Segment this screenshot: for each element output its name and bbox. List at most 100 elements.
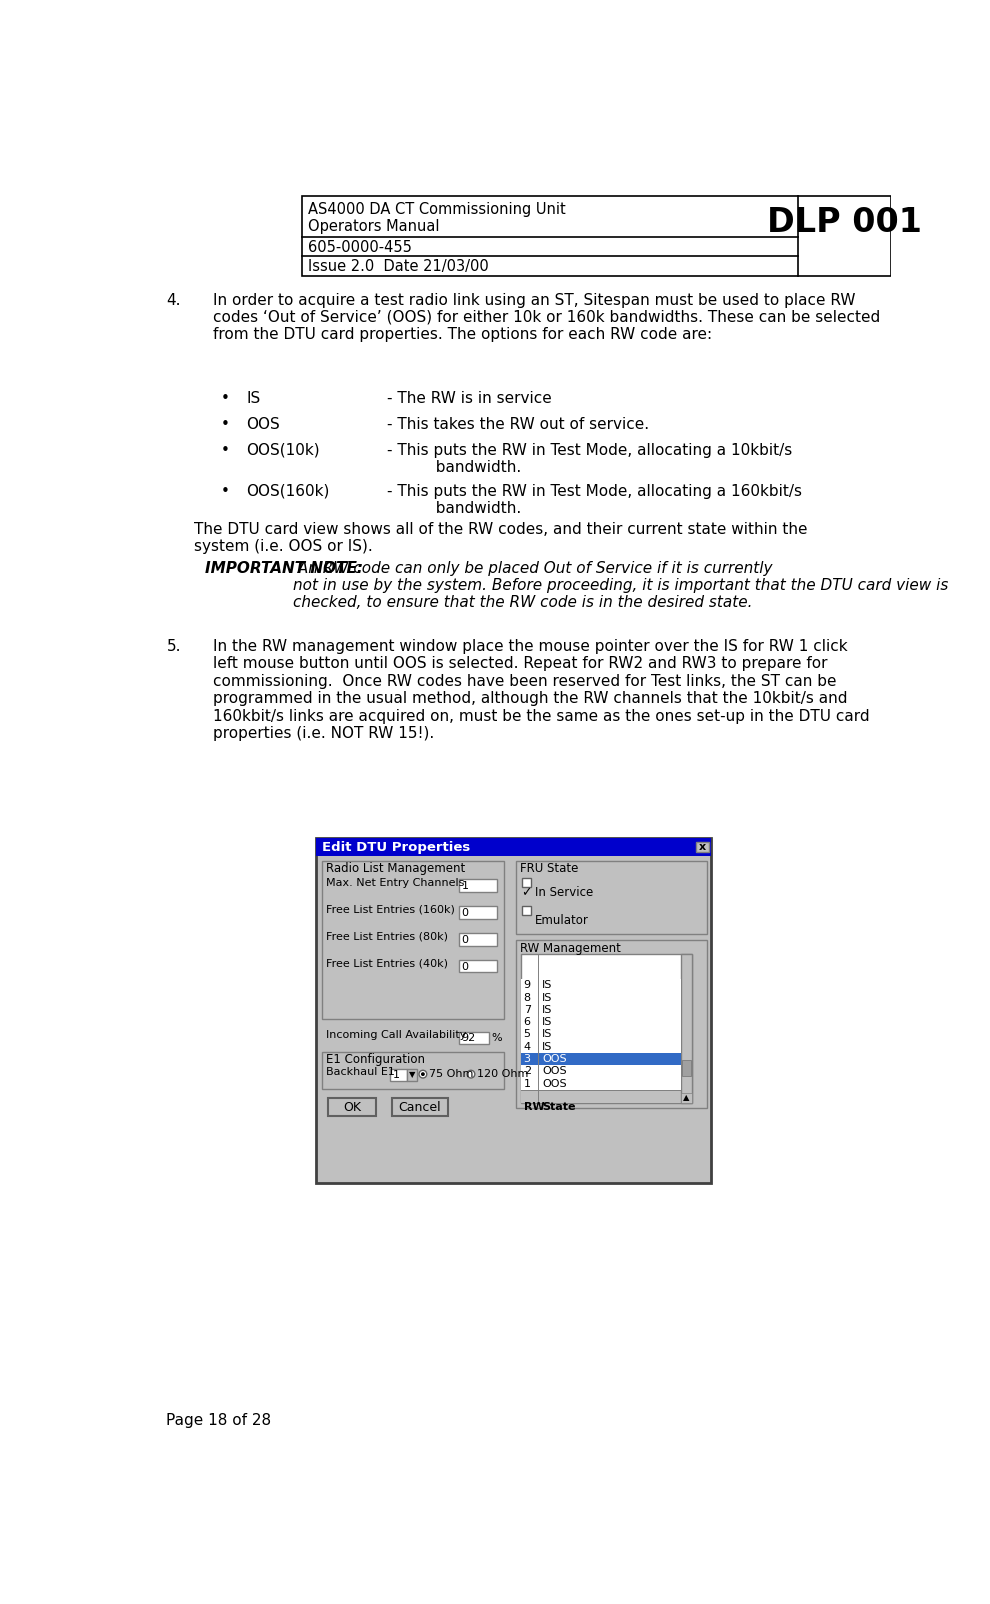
Bar [521,954,692,1104]
Text: Incoming Call Availability: Incoming Call Availability [326,1030,466,1041]
Text: Operators Manual: Operators Manual [308,220,440,234]
Bar [329,1099,376,1116]
Bar [316,837,711,1182]
Text: Max. Net Entry Channels: Max. Net Entry Channels [326,877,464,887]
Bar [521,1015,681,1028]
Bar [521,1041,681,1052]
Text: ▼: ▼ [409,1070,415,1079]
Bar [459,1031,489,1044]
Text: IS: IS [543,1041,552,1052]
Circle shape [421,1071,425,1076]
Text: Issue 2.0  Date 21/03/00: Issue 2.0 Date 21/03/00 [308,258,489,274]
Text: 5: 5 [524,1030,531,1039]
Bar [322,1052,504,1089]
Bar [521,1089,681,1104]
Bar [521,1028,681,1041]
Bar [522,877,532,887]
Text: IS: IS [543,1004,552,1015]
Text: OOS: OOS [543,1079,567,1089]
Text: 0: 0 [461,935,468,945]
Text: x: x [699,842,706,852]
Text: OOS(10k): OOS(10k) [247,443,320,457]
Text: ▲: ▲ [683,1094,690,1102]
Text: 1: 1 [461,881,468,890]
Text: Emulator: Emulator [536,914,589,927]
Text: 4.: 4. [166,292,181,308]
Text: 7: 7 [524,1004,531,1015]
Bar [459,961,497,972]
Text: Free List Entries (40k): Free List Entries (40k) [326,959,448,969]
Text: ✓: ✓ [522,887,532,900]
Bar [522,906,532,914]
Bar [521,1002,681,1015]
Circle shape [419,1070,427,1078]
Bar [516,940,707,1108]
Text: IS: IS [543,1030,552,1039]
Bar [521,978,681,991]
Text: Edit DTU Properties: Edit DTU Properties [322,840,470,853]
Bar [681,954,692,1104]
Text: 75 Ohm: 75 Ohm [429,1068,473,1079]
Bar [392,1099,447,1116]
Text: - This takes the RW out of service.: - This takes the RW out of service. [387,417,649,433]
Text: OOS: OOS [247,417,280,433]
Text: •: • [221,391,230,406]
Text: An RW code can only be placed Out of Service if it is currently
not in use by th: An RW code can only be placed Out of Ser… [293,560,948,611]
Bar [681,1092,692,1104]
Bar [302,196,891,276]
Text: •: • [221,417,230,433]
Text: 5.: 5. [166,638,181,654]
Bar [682,1060,691,1076]
Circle shape [467,1070,475,1078]
Text: OOS(160k): OOS(160k) [247,483,330,499]
Text: RW Management: RW Management [520,942,621,954]
Text: 4: 4 [524,1041,531,1052]
Bar [521,1065,681,1078]
Bar [322,861,504,1019]
Text: IS: IS [543,993,552,1002]
Text: OOS: OOS [543,1067,567,1076]
Text: In order to acquire a test radio link using an ST, Sitespan must be used to plac: In order to acquire a test radio link us… [213,292,880,342]
Text: 6: 6 [524,1017,531,1027]
Text: OOS: OOS [543,1054,567,1063]
Text: %: % [492,1033,503,1043]
Bar [697,842,709,852]
Text: IMPORTANT NOTE:: IMPORTANT NOTE: [205,560,363,576]
Bar [316,837,711,857]
Text: - This puts the RW in Test Mode, allocating a 10kbit/s
          bandwidth.: - This puts the RW in Test Mode, allocat… [387,443,793,475]
Bar [521,991,681,1002]
Text: In Service: In Service [536,887,594,900]
Text: - This puts the RW in Test Mode, allocating a 160kbit/s
          bandwidth.: - This puts the RW in Test Mode, allocat… [387,483,802,516]
Text: 2: 2 [524,1067,531,1076]
Text: FRU State: FRU State [520,863,578,876]
Text: 605-0000-455: 605-0000-455 [308,241,412,255]
Text: •: • [221,483,230,499]
Text: - The RW is in service: - The RW is in service [387,391,552,406]
Text: DLP 001: DLP 001 [767,205,922,239]
Text: The DTU card view shows all of the RW codes, and their current state within the
: The DTU card view shows all of the RW co… [193,521,807,555]
Text: 120 Ohm: 120 Ohm [477,1068,529,1079]
Text: IS: IS [247,391,260,406]
Text: In the RW management window place the mouse pointer over the IS for RW 1 click
l: In the RW management window place the mo… [213,638,869,741]
Text: E1 Configuration: E1 Configuration [326,1054,425,1067]
Text: Backhaul E1: Backhaul E1 [326,1067,395,1078]
Text: 8: 8 [524,993,531,1002]
Bar [390,1068,408,1081]
Text: 1: 1 [524,1079,531,1089]
Text: 0: 0 [461,908,468,917]
Text: OK: OK [344,1100,361,1113]
Text: 0: 0 [461,962,468,972]
Text: 92: 92 [461,1033,476,1043]
Text: 3: 3 [524,1054,531,1063]
Text: IS: IS [543,980,552,990]
Bar [459,934,497,945]
Text: Free List Entries (80k): Free List Entries (80k) [326,932,448,942]
Text: Radio List Management: Radio List Management [326,863,465,876]
Text: IS: IS [543,1017,552,1027]
Text: State: State [543,1102,576,1112]
Bar [408,1068,418,1081]
Text: 9: 9 [524,980,531,990]
Text: RW: RW [524,1102,544,1112]
Bar [521,1078,681,1089]
Text: 1: 1 [393,1070,400,1079]
